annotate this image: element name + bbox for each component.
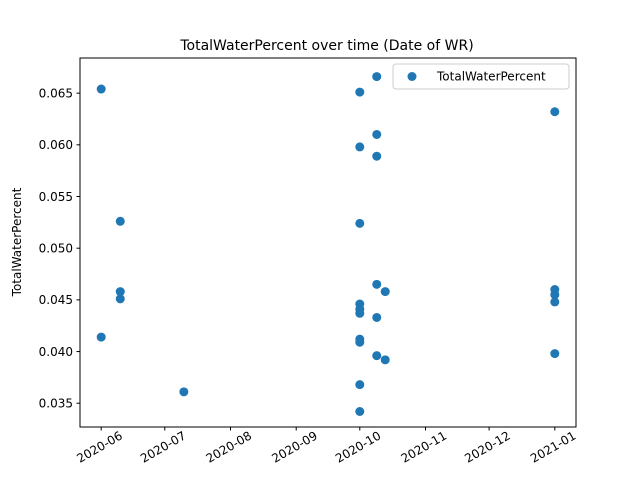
data-point: [372, 351, 382, 361]
data-point: [115, 294, 125, 304]
legend-label: TotalWaterPercent: [436, 70, 546, 84]
data-point: [550, 107, 560, 117]
data-point: [355, 407, 365, 416]
data-point: [372, 72, 382, 82]
data-point: [96, 84, 106, 94]
data-point: [372, 279, 382, 289]
y-tick-label: 0.035: [39, 397, 73, 411]
data-point: [372, 151, 382, 161]
y-axis: 0.035 0.040 0.045 0.050 0.055 0.060 0.065: [39, 86, 80, 411]
data-point: [355, 87, 365, 97]
legend-marker: [407, 72, 417, 81]
data-point: [550, 297, 560, 307]
legend: TotalWaterPercent: [392, 63, 570, 90]
data-point: [355, 380, 365, 390]
data-point: [380, 355, 390, 365]
data-point: [355, 337, 365, 347]
y-tick-label: 0.045: [39, 293, 73, 307]
data-point: [355, 308, 365, 318]
data-point: [380, 287, 390, 297]
data-point: [550, 349, 560, 359]
data-point: [355, 142, 365, 152]
data-point: [550, 290, 560, 300]
y-tick-label: 0.055: [39, 190, 73, 204]
y-tick-label: 0.065: [39, 86, 73, 100]
data-point: [96, 332, 106, 342]
chart-title: TotalWaterPercent over time (Date of WR): [179, 38, 473, 54]
y-tick-label: 0.050: [39, 241, 73, 255]
data-point: [115, 287, 125, 297]
data-point: [355, 218, 365, 228]
points-layer: [96, 72, 560, 416]
y-tick-label: 0.060: [39, 138, 73, 152]
data-point: [115, 216, 125, 226]
plot-area-frame: [79, 57, 577, 428]
legend-box: [392, 63, 570, 90]
data-point: [372, 129, 382, 139]
data-point: [372, 312, 382, 322]
data-point: [179, 387, 189, 397]
y-tick-label: 0.040: [39, 345, 73, 359]
y-axis-label: TotalWaterPercent: [10, 187, 24, 297]
